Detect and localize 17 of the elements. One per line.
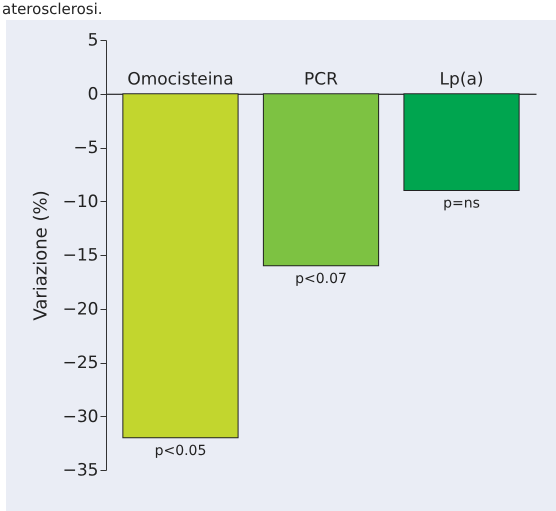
y-tick-label: −30	[62, 406, 98, 427]
x-tick-label: Omocisteina	[127, 69, 234, 90]
y-tick-label: 0	[88, 84, 98, 104]
annotation: p<0.07	[295, 270, 347, 287]
y-tick-label: −15	[62, 246, 98, 266]
y-tick-label: −20	[62, 299, 98, 320]
x-tick-label: Lp(a)	[440, 69, 484, 90]
y-tick-label: −5	[73, 138, 98, 158]
x-tick-label: PCR	[304, 69, 338, 90]
annotation: p<0.05	[154, 442, 206, 459]
y-tick-label: 5	[88, 30, 98, 50]
y-axis-title: Variazione (%)	[30, 190, 52, 321]
y-tick-label: −10	[62, 192, 98, 212]
annotation: p=ns	[443, 196, 480, 212]
y-tick-label: −25	[62, 353, 98, 373]
text: aterosclerosi.	[1, 0, 104, 20]
y-tick-label: −35	[62, 460, 98, 480]
